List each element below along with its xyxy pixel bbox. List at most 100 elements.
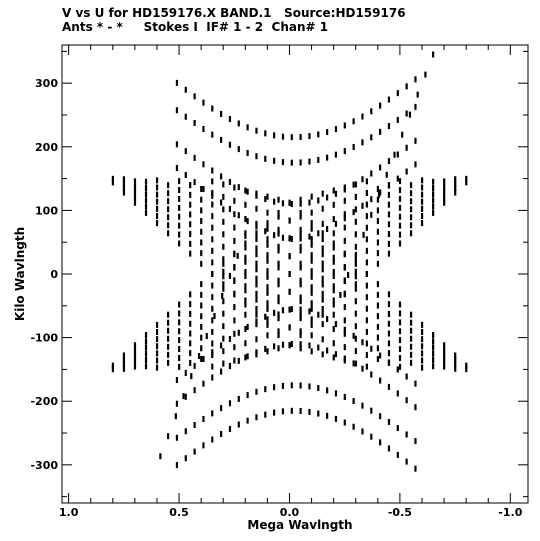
uv-point — [189, 330, 192, 337]
uv-point — [343, 326, 346, 333]
uv-point — [310, 273, 313, 280]
uv-point — [184, 86, 187, 93]
uv-point — [211, 271, 214, 277]
uv-point — [233, 237, 236, 244]
uv-point — [334, 190, 338, 197]
uv-point — [299, 226, 302, 233]
uv-point — [299, 311, 302, 318]
uv-point — [420, 329, 424, 336]
uv-point — [308, 133, 311, 140]
uv-point — [334, 415, 338, 422]
uv-point — [376, 313, 380, 320]
uv-point — [299, 134, 302, 141]
uv-point — [193, 179, 196, 186]
uv-point — [321, 230, 324, 237]
uv-point — [321, 305, 324, 312]
uv-point — [246, 353, 249, 360]
uv-point — [202, 355, 205, 362]
uv-point — [133, 183, 137, 190]
uv-point — [376, 196, 380, 203]
uv-point — [178, 222, 181, 229]
uv-point — [321, 266, 324, 273]
uv-point — [244, 283, 247, 290]
uv-point — [310, 305, 313, 312]
uv-point — [281, 133, 285, 140]
uv-point — [167, 327, 170, 334]
uv-point — [432, 363, 435, 370]
uv-point — [409, 222, 413, 229]
uv-point — [178, 301, 181, 308]
uv-point — [277, 260, 280, 267]
uv-point — [321, 220, 324, 227]
uv-point — [299, 407, 302, 414]
uv-point — [211, 167, 214, 174]
uv-point — [220, 342, 223, 349]
uv-point — [365, 271, 368, 277]
uv-point — [352, 209, 355, 216]
uv-point — [409, 343, 413, 350]
uv-point — [454, 365, 457, 372]
uv-point — [379, 377, 382, 384]
uv-point — [405, 373, 408, 380]
uv-point — [264, 411, 267, 418]
uv-point — [365, 340, 368, 347]
uv-point — [222, 348, 225, 355]
uv-point — [332, 230, 335, 237]
uv-point — [334, 151, 338, 158]
uv-point — [175, 434, 179, 441]
uv-point — [273, 198, 276, 205]
uv-point — [189, 182, 192, 189]
uv-point — [332, 287, 335, 294]
uv-point — [213, 312, 216, 319]
uv-point — [189, 301, 192, 308]
uv-point — [290, 134, 293, 141]
uv-point — [189, 291, 192, 298]
uv-point — [326, 316, 329, 323]
uv-point — [222, 310, 225, 317]
uv-point — [365, 189, 368, 196]
uv-point — [432, 178, 435, 185]
uv-point — [393, 151, 396, 158]
uv-point — [365, 294, 368, 301]
uv-point — [277, 243, 280, 250]
uv-point — [233, 197, 236, 204]
uv-point — [211, 349, 214, 356]
uv-point — [155, 336, 159, 343]
uv-point — [277, 277, 280, 284]
uv-point — [288, 253, 291, 260]
uv-point — [361, 365, 364, 372]
uv-point — [228, 272, 232, 279]
axis-ticks — [62, 45, 528, 503]
uv-point — [420, 191, 424, 198]
uv-point — [255, 281, 258, 288]
uv-point — [202, 99, 205, 106]
uv-point — [387, 291, 391, 298]
uv-point — [155, 364, 159, 371]
uv-point — [190, 373, 193, 380]
uv-point — [202, 380, 205, 387]
uv-point — [409, 206, 413, 213]
uv-point — [255, 318, 258, 325]
y-tick-label: -200 — [30, 395, 58, 408]
uv-point — [189, 231, 192, 238]
y-tick-label: 0 — [50, 268, 58, 281]
uv-point — [277, 213, 280, 220]
uv-point — [174, 413, 177, 420]
uv-point — [334, 351, 338, 358]
uv-point — [352, 118, 355, 125]
uv-point — [332, 258, 335, 265]
uv-point — [175, 164, 179, 171]
uv-point — [420, 220, 424, 227]
uv-point — [414, 380, 417, 387]
uv-point — [443, 363, 446, 370]
uv-point — [376, 291, 380, 298]
uv-point — [281, 159, 285, 166]
uv-point — [211, 363, 214, 370]
uv-point — [432, 197, 435, 204]
uv-point — [352, 181, 355, 188]
uv-point — [376, 323, 380, 330]
uv-point — [211, 192, 214, 199]
uv-point — [244, 232, 247, 239]
uv-point — [266, 241, 269, 248]
uv-point — [334, 321, 338, 328]
